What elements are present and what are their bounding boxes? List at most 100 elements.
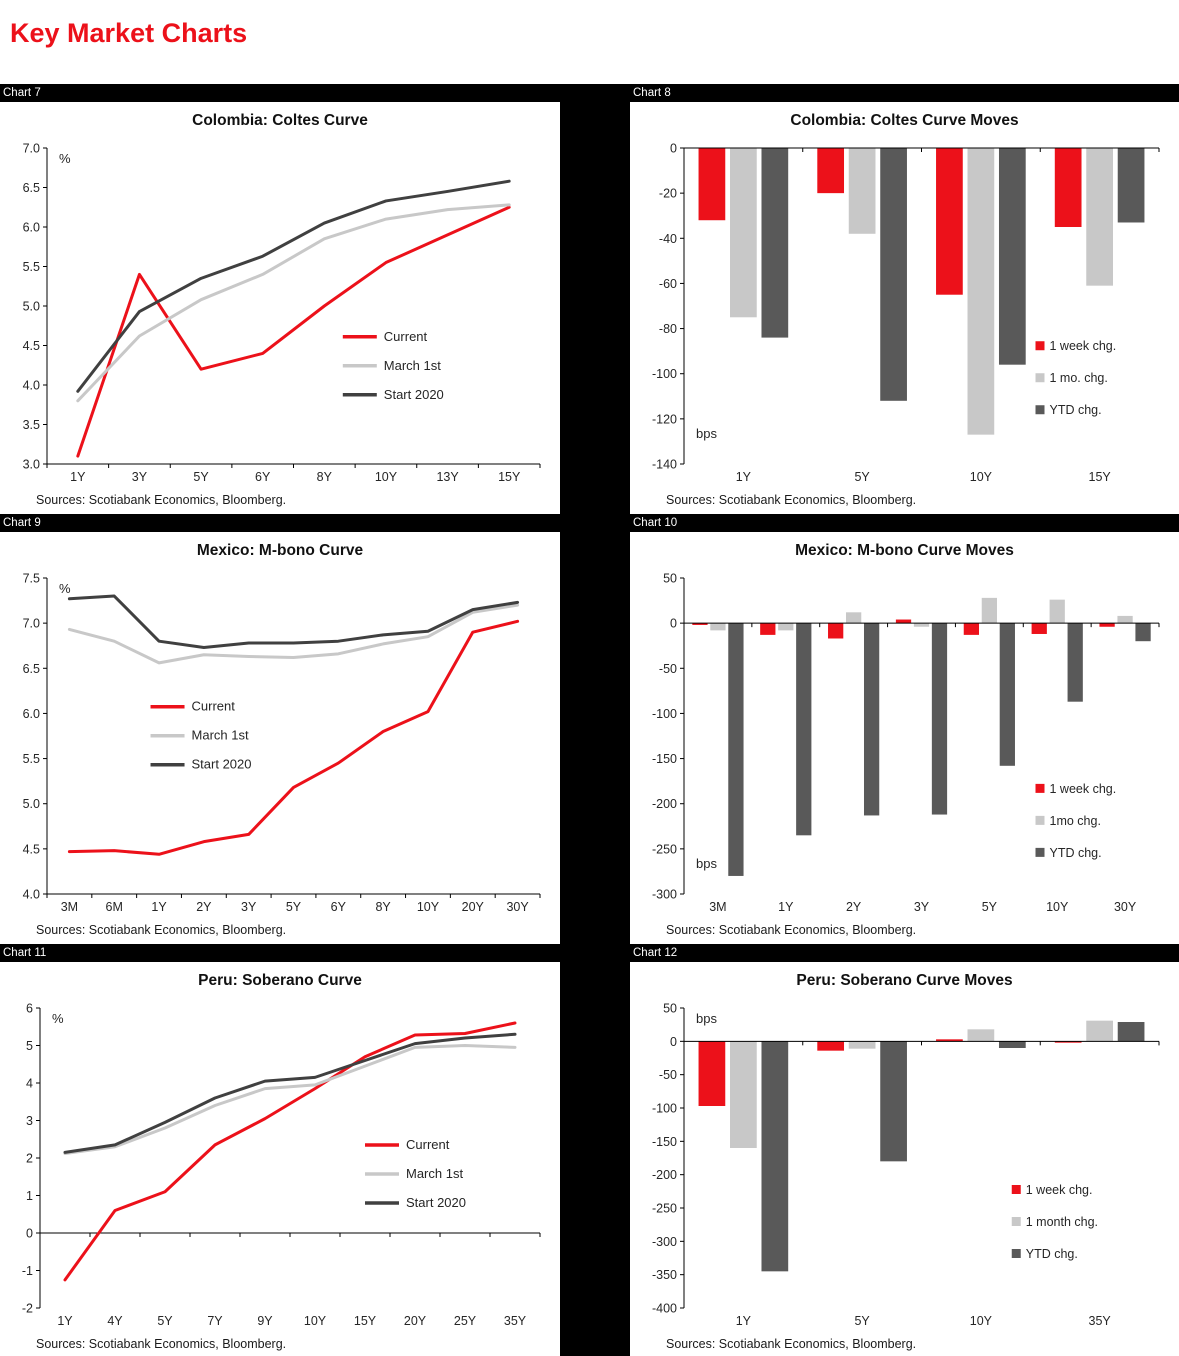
svg-text:YTD chg.: YTD chg. [1050, 403, 1102, 417]
bar [967, 148, 995, 435]
svg-text:-400: -400 [652, 1302, 677, 1316]
svg-text:1Y: 1Y [736, 1314, 752, 1328]
chart10-title: Mexico: M-bono Curve Moves [795, 542, 1014, 559]
svg-text:8Y: 8Y [375, 900, 391, 914]
legend: 1 week chg. 1 mo. chg. YTD chg. [1035, 339, 1116, 417]
svg-text:March 1st: March 1st [384, 358, 441, 373]
legend: Current March 1st Start 2020 [342, 329, 444, 402]
svg-text:-300: -300 [652, 1235, 677, 1249]
svg-text:15Y: 15Y [1089, 470, 1112, 484]
series-line [63, 1021, 517, 1282]
svg-text:Current: Current [406, 1137, 450, 1152]
svg-text:10Y: 10Y [1046, 900, 1069, 914]
svg-text:9Y: 9Y [257, 1314, 273, 1328]
chart10-canvas: -300 -250 -200 -150 -100 -50 0 50 3M 1Y 2Y 3Y 5Y 10Y 3… [652, 572, 1160, 914]
chart12-title: Peru: Soberano Curve Moves [796, 972, 1013, 989]
svg-text:1 week chg.: 1 week chg. [1026, 1183, 1093, 1197]
bar [828, 623, 844, 639]
chart9-title: Mexico: M-bono Curve [196, 542, 364, 559]
svg-text:7.0: 7.0 [23, 142, 40, 156]
svg-text:7Y: 7Y [207, 1314, 223, 1328]
svg-text:2: 2 [26, 1152, 33, 1166]
chart10-source-note: Sources: Scotiabank Economics, Bloomberg… [666, 923, 917, 937]
svg-text:-140: -140 [652, 458, 677, 472]
bar [1049, 599, 1065, 624]
bar [761, 1041, 789, 1272]
svg-text:3M: 3M [61, 900, 78, 914]
svg-text:35Y: 35Y [504, 1314, 527, 1328]
series-line [63, 1032, 517, 1154]
svg-text:3Y: 3Y [132, 470, 148, 484]
svg-text:15Y: 15Y [354, 1314, 377, 1328]
bar [863, 623, 880, 816]
chart9-tag: Chart 9 [0, 514, 560, 532]
svg-text:-1: -1 [22, 1264, 33, 1278]
bar [1086, 1020, 1113, 1042]
bar [1117, 1022, 1145, 1042]
series-line [67, 594, 520, 650]
chart7-cell: Chart 7 Colombia: Coltes Curve 3.0 3.5 4.0… [0, 84, 560, 514]
svg-text:1Y: 1Y [57, 1314, 73, 1328]
bar [1117, 615, 1133, 624]
page-title: Key Market Charts [10, 18, 248, 48]
chart11-canvas: -2 -1 0 1 2 3 4 5 6 1Y 4Y 5Y 7Y 9Y 10Y 15Y 20Y 25Y 35Y% Cur… [22, 1002, 541, 1328]
chart9-canvas: 4.0 4.5 5.0 5.5 6.0 6.5 7.0 7.5 3M 6M 1Y 2Y 3Y 5Y 6Y 8Y… [23, 572, 541, 914]
svg-text:-250: -250 [652, 1202, 677, 1216]
svg-text:%: % [59, 151, 71, 166]
bar [998, 1041, 1026, 1048]
bar [698, 1041, 726, 1106]
chart12-cell: Chart 12 Peru: Soberano Curve Moves -400… [630, 944, 1179, 1356]
bar [913, 623, 930, 627]
bar [698, 148, 726, 221]
bar [796, 623, 812, 836]
legend: Current March 1st Start 2020 [150, 699, 252, 772]
svg-text:3: 3 [26, 1114, 33, 1128]
svg-text:3Y: 3Y [241, 900, 257, 914]
svg-text:1mo chg.: 1mo chg. [1050, 814, 1101, 828]
svg-text:%: % [59, 581, 71, 596]
svg-text:6.0: 6.0 [23, 221, 40, 235]
bar [846, 612, 862, 624]
svg-text:1 month chg.: 1 month chg. [1026, 1215, 1098, 1229]
svg-text:bps: bps [696, 856, 717, 871]
svg-text:5Y: 5Y [982, 900, 998, 914]
svg-text:5.5: 5.5 [23, 260, 40, 274]
svg-text:-80: -80 [659, 322, 677, 336]
series-line [76, 179, 511, 393]
series-line [76, 203, 511, 403]
svg-text:50: 50 [663, 572, 677, 586]
svg-text:7.0: 7.0 [23, 617, 40, 631]
bar [936, 148, 963, 295]
chart7-panel: Colombia: Coltes Curve 3.0 3.5 4.0 4.5 5.0 5.… [0, 102, 560, 514]
chart12-source-note: Sources: Scotiabank Economics, Bloomberg… [666, 1337, 917, 1351]
bar [730, 1041, 757, 1148]
svg-text:6M: 6M [106, 900, 123, 914]
svg-text:-20: -20 [659, 187, 677, 201]
chart9-panel: Mexico: M-bono Curve 4.0 4.5 5.0 5.5 6.0 6.5 7… [0, 532, 560, 944]
svg-text:6Y: 6Y [255, 470, 271, 484]
chart7-canvas: 3.0 3.5 4.0 4.5 5.0 5.5 6.0 6.5 7.0 1Y 3Y 5Y 6Y 8Y 10Y… [23, 142, 541, 484]
svg-text:5Y: 5Y [193, 470, 209, 484]
bar [1099, 623, 1115, 627]
svg-text:6: 6 [26, 1002, 33, 1016]
svg-text:25Y: 25Y [454, 1314, 477, 1328]
bar [1086, 148, 1113, 286]
svg-text:5.0: 5.0 [23, 797, 40, 811]
svg-text:30Y: 30Y [506, 900, 529, 914]
svg-text:5Y: 5Y [854, 1314, 870, 1328]
svg-text:March 1st: March 1st [192, 728, 249, 743]
svg-text:-2: -2 [22, 1302, 33, 1316]
svg-text:5.0: 5.0 [23, 300, 40, 314]
bar [728, 623, 744, 876]
bar [848, 148, 876, 234]
svg-text:20Y: 20Y [462, 900, 485, 914]
bar [963, 623, 980, 635]
series-line [76, 205, 511, 458]
svg-text:-300: -300 [652, 888, 677, 902]
svg-text:10Y: 10Y [375, 470, 398, 484]
bar [1135, 623, 1151, 642]
svg-text:35Y: 35Y [1089, 1314, 1112, 1328]
bar [895, 619, 912, 624]
chart10-tag: Chart 10 [630, 514, 1179, 532]
svg-text:6.5: 6.5 [23, 662, 40, 676]
